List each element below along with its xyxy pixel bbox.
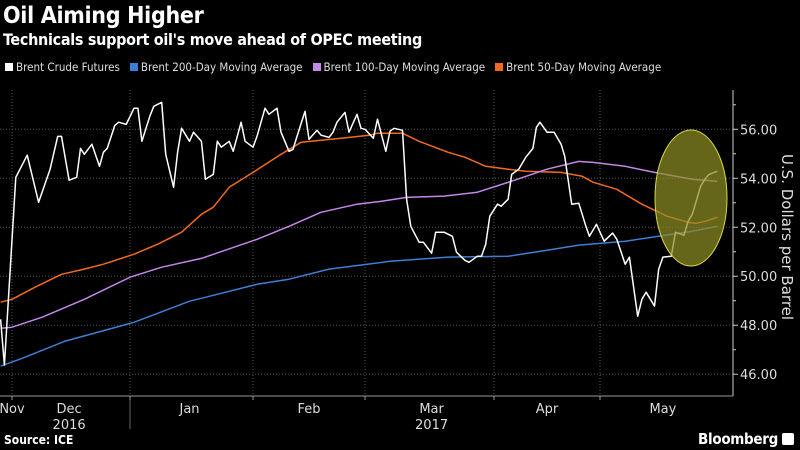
legend-swatch (129, 63, 138, 71)
bloomberg-logo: Bloomberg (698, 430, 778, 448)
legend-label: Brent 200-Day Moving Average (140, 60, 303, 74)
x-tick-label: Jan (178, 402, 199, 417)
legend-swatch (495, 63, 504, 71)
y-tick-label: 54.00 (740, 172, 777, 187)
y-tick-label: 48.00 (740, 319, 777, 334)
series-line-brent-50-day-moving-average (0, 132, 718, 303)
y-tick-label: 50.00 (740, 270, 777, 285)
legend-item-100-day: Brent 100-Day Moving Average (312, 60, 486, 74)
legend: Brent Crude Futures Brent 200-Day Moving… (5, 60, 661, 74)
bloomberg-icon (782, 433, 794, 445)
legend-item-brent-crude: Brent Crude Futures (5, 60, 120, 74)
series-line-brent-100-day-moving-average (0, 160, 718, 329)
legend-swatch (312, 63, 321, 71)
legend-label: Brent Crude Futures (16, 60, 120, 74)
highlight-ellipse (654, 129, 728, 267)
legend-label: Brent 100-Day Moving Average (323, 60, 486, 74)
x-tick-label: Mar (419, 402, 444, 417)
chart-title: Oil Aiming Higher (3, 3, 204, 29)
x-tick-label: Apr (536, 402, 559, 417)
y-tick-label: 56.00 (740, 123, 777, 138)
legend-label: Brent 50-Day Moving Average (506, 60, 662, 74)
x-axis: Nov Dec Jan Feb Mar Apr May 2016 2017 (0, 395, 733, 433)
legend-item-200-day: Brent 200-Day Moving Average (129, 60, 303, 74)
x-year-label: 2016 (53, 418, 86, 433)
x-tick-label: Feb (297, 402, 320, 417)
chart-subtitle: Technicals support oil's move ahead of O… (3, 30, 422, 49)
y-axis-title: U.S. Dollars per Barrel (778, 154, 796, 320)
x-year-label: 2017 (415, 418, 448, 433)
series-line-brent-200-day-moving-average (0, 225, 718, 367)
legend-item-50-day: Brent 50-Day Moving Average (495, 60, 661, 74)
x-tick-label: May (649, 402, 676, 417)
source-note: Source: ICE (4, 433, 74, 447)
y-axis: 46.00 48.00 50.00 52.00 54.00 56.00 (732, 90, 777, 396)
y-tick-label: 52.00 (740, 221, 777, 236)
x-tick-label: Dec (57, 402, 82, 417)
x-tick-label: Nov (0, 402, 25, 417)
series-lines (0, 101, 718, 367)
legend-swatch (5, 63, 13, 71)
series-line-brent-crude-futures (0, 101, 718, 366)
y-tick-label: 46.00 (740, 368, 777, 383)
